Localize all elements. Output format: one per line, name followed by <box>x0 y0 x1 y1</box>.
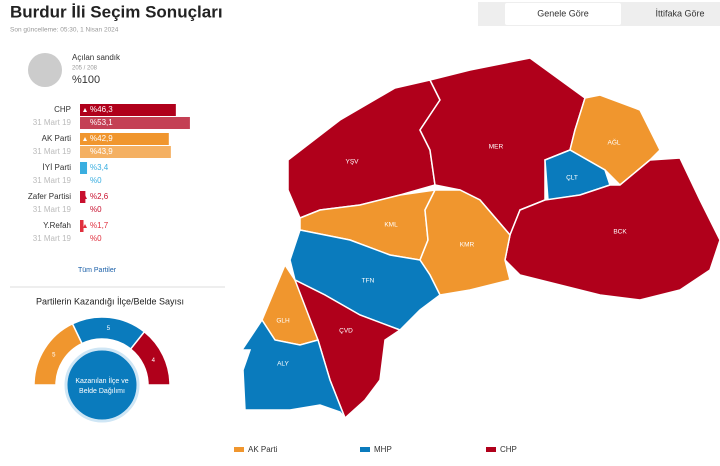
region-label: KMR <box>460 242 475 249</box>
wins-count: 4 <box>152 358 156 364</box>
region-label: AĞL <box>607 138 620 147</box>
wins-segment <box>129 330 171 386</box>
prev-label: %0 <box>90 205 102 214</box>
legend-swatch <box>234 447 244 452</box>
title: Burdur İli Seçim Sonuçları <box>10 2 223 21</box>
legend-label: MHP <box>374 445 392 454</box>
prev-name: 31 Mart 19 <box>33 118 72 127</box>
region-label: BCK <box>613 229 627 236</box>
result-bar <box>80 104 176 116</box>
result-label: %1,7 <box>90 221 109 230</box>
map-region <box>240 318 346 419</box>
wins-count: 5 <box>52 352 56 358</box>
party-name: İYİ Parti <box>43 163 72 172</box>
result-label: %46,3 <box>90 105 113 114</box>
prev-name: 31 Mart 19 <box>33 234 72 243</box>
up-arrow <box>83 195 87 199</box>
region-label: TFN <box>362 278 375 285</box>
ballot-pie <box>28 53 62 87</box>
result-bar <box>80 162 88 174</box>
legend-swatch <box>360 447 370 452</box>
region-label: ALY <box>277 361 289 368</box>
party-name: CHP <box>54 105 71 114</box>
tab[interactable]: İttifaka Göre <box>655 8 704 18</box>
prev-label: %43,9 <box>90 147 113 156</box>
ballot-count: 205 / 208 <box>72 66 98 72</box>
updated: Son güncelleme: 05:30, 1 Nisan 2024 <box>10 27 119 34</box>
tab[interactable]: Genele Göre <box>537 8 589 18</box>
party-name: Y.Refah <box>43 221 71 230</box>
result-bar <box>80 220 84 232</box>
map-region <box>419 189 511 296</box>
region-label: MER <box>489 144 504 151</box>
tab-active <box>505 3 621 25</box>
ballot-percent: %100 <box>72 74 100 86</box>
result-bar <box>80 191 86 203</box>
region-label: ÇVD <box>339 328 353 335</box>
legend-swatch <box>486 447 496 452</box>
map: YŞV MER AĞL ÇLT BCK KML KMR TFN GLH ÇVD ALY <box>240 57 720 420</box>
legend-label: CHP <box>500 445 517 454</box>
up-arrow <box>83 166 87 170</box>
result-label: %42,9 <box>90 134 113 143</box>
up-arrow <box>83 137 87 141</box>
region-label: ÇLT <box>566 175 578 182</box>
prev-name: 31 Mart 19 <box>33 147 72 156</box>
up-arrow <box>83 224 87 228</box>
prev-label: %0 <box>90 176 102 185</box>
up-arrow <box>83 108 87 112</box>
result-bar <box>80 133 169 145</box>
party-name: Zafer Partisi <box>28 192 71 201</box>
all-parties-link[interactable]: Tüm Partiler <box>78 267 117 274</box>
region-label: GLH <box>276 318 290 325</box>
region-label: KML <box>384 222 398 229</box>
prev-label: %53,1 <box>90 118 113 127</box>
result-label: %3,4 <box>90 163 109 172</box>
wins-center-label: Kazanılan İlçe ve Belde Dağılımı <box>75 376 128 395</box>
legend-label: AK Parti <box>248 445 278 454</box>
wins-count: 5 <box>107 326 111 332</box>
wins-title: Partilerin Kazandığı İlçe/Belde Sayısı <box>36 296 184 306</box>
ballot-label: Açılan sandık <box>72 53 121 62</box>
result-label: %2,6 <box>90 192 109 201</box>
wins-center <box>64 347 140 423</box>
prev-bar <box>80 146 171 158</box>
prev-name: 31 Mart 19 <box>33 205 72 214</box>
region-label: YŞV <box>345 159 359 166</box>
party-name: AK Parti <box>42 134 72 143</box>
map-region <box>504 157 720 301</box>
prev-bar <box>80 117 190 129</box>
prev-label: %0 <box>90 234 102 243</box>
prev-name: 31 Mart 19 <box>33 176 72 185</box>
